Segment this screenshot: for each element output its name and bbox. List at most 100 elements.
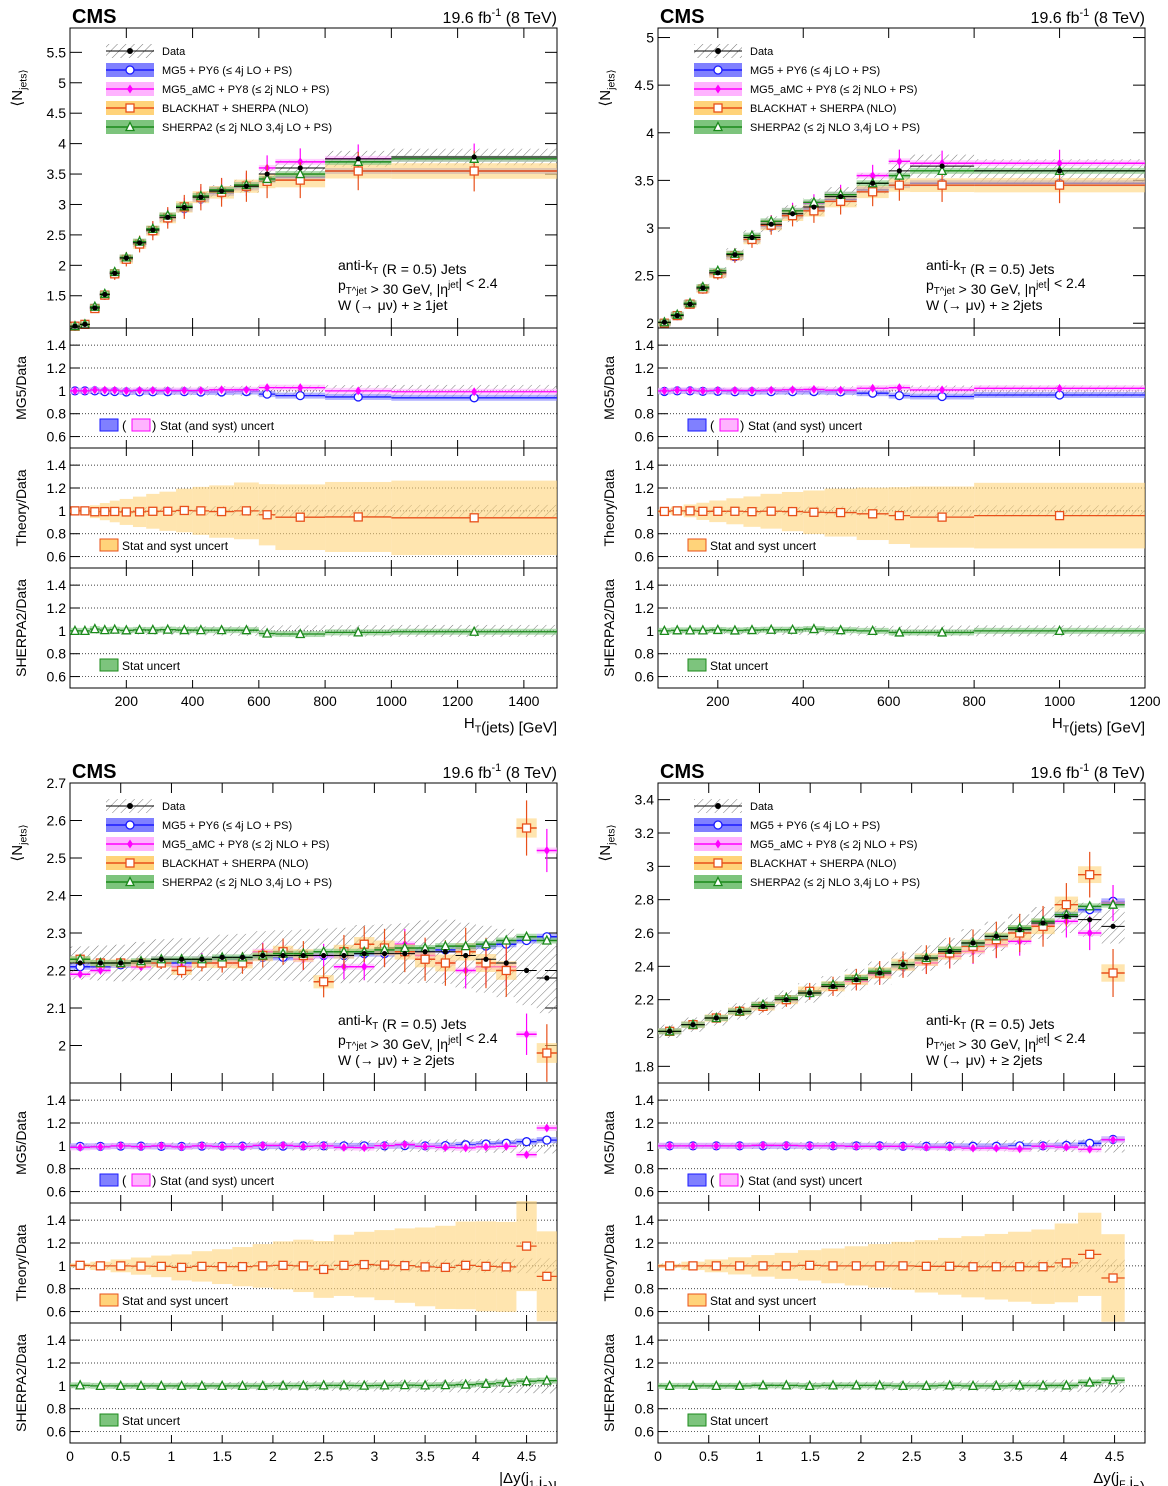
legend-label: SHERPA2 (≤ 2j NLO 3,4j LO + PS) [750, 877, 920, 889]
y-tick-label: 5.5 [47, 44, 67, 60]
ratio-tick-label: 0.8 [635, 1401, 655, 1417]
bh-ratio-marker [1038, 1262, 1048, 1272]
data-point [503, 960, 509, 966]
ratio-tick-label: 1.4 [47, 457, 67, 473]
data-point [280, 952, 286, 959]
data-point [463, 952, 469, 959]
amc-ratio-marker [355, 386, 362, 396]
data-point [112, 270, 118, 276]
sh-ratio-marker [379, 1379, 390, 1390]
x-tick-label: 0 [654, 1448, 662, 1464]
amc-ratio-marker [853, 1141, 860, 1151]
legend-marker [124, 121, 136, 132]
sh-ratio-marker [134, 623, 145, 635]
sh-ratio-marker [217, 1379, 228, 1391]
data-point [783, 997, 789, 1003]
ratio-y-label: MG5/Data [601, 356, 617, 420]
sh-marker [1084, 900, 1095, 911]
sh-ratio-marker [664, 1379, 675, 1391]
sh-ratio-marker [835, 624, 846, 635]
bh-ratio-marker [461, 1260, 471, 1270]
ratio-tick-label: 1 [646, 1138, 654, 1154]
bh-ratio-marker [134, 507, 145, 517]
bh-marker [440, 958, 451, 968]
annotation-line: pT^jet > 30 GeV, |ηjet| < 2.4 [926, 275, 1086, 297]
legend-marker [125, 820, 135, 830]
bh-ratio-marker [809, 507, 819, 517]
mg5-ratio-marker [295, 390, 305, 401]
bh-ratio-marker [481, 1261, 491, 1272]
ratio-y-label: Theory/Data [601, 469, 617, 546]
x-tick-label: 2 [269, 1448, 277, 1464]
ratio-tick-label: 1 [58, 1138, 66, 1154]
annotation-line: W (→ μν) + ≥ 2jets [926, 1052, 1042, 1068]
ratio-tick-label: 0.6 [635, 1424, 655, 1440]
sh-ratio-marker [851, 1379, 862, 1390]
bh-marker [1061, 900, 1072, 910]
sh-ratio-marker [115, 1379, 126, 1391]
ratio-tick-label: 1.2 [47, 1115, 67, 1131]
sh-ratio-marker [501, 1376, 512, 1387]
sh-ratio-marker [196, 1379, 207, 1391]
amc-ratio-marker [876, 1141, 883, 1151]
legend-entry: MG5_aMC + PY8 (≤ 2j NLO + PS) [106, 837, 329, 851]
ratio-legend-swatch [131, 1173, 151, 1187]
y-tick-label: 2.5 [635, 268, 655, 284]
sh-ratio-marker [440, 1379, 451, 1390]
amc-ratio-marker [731, 385, 738, 395]
amc-ratio-marker [197, 385, 204, 395]
sh-marker [295, 168, 306, 179]
sh-ratio-marker [937, 626, 948, 637]
ratio-legend-label: Stat and syst uncert [122, 1294, 229, 1308]
data-point [239, 954, 246, 960]
bh-ratio-marker [217, 1261, 227, 1272]
amc-ratio-marker [896, 383, 903, 393]
sh-ratio-marker [147, 624, 158, 635]
x-tick-label: 1 [756, 1448, 764, 1464]
sh-ratio-marker [195, 624, 206, 635]
ratio-legend-swatch [99, 658, 119, 672]
ratio-tick-label: 0.8 [635, 526, 655, 542]
y-tick-label: 2 [58, 257, 66, 273]
data-point [544, 975, 550, 981]
x-tick-label: 600 [247, 693, 271, 709]
amc-marker [869, 171, 876, 181]
legend-label: MG5_aMC + PY8 (≤ 2j NLO + PS) [162, 84, 329, 96]
ratio-legend-label: Stat (and syst) uncert [160, 1174, 275, 1188]
amc-ratio-marker [239, 1142, 246, 1152]
x-tick-label: 800 [962, 693, 986, 709]
ratio-tick-label: 1.2 [635, 360, 655, 376]
sh-marker [521, 930, 532, 941]
y-tick-label: 3 [646, 220, 654, 236]
x-axis-label: HT(jets) [GeV] [464, 715, 557, 737]
amc-marker [361, 962, 368, 972]
sh-ratio-marker [734, 1379, 745, 1391]
bh-marker [176, 965, 187, 976]
ratio-y-label: Theory/Data [13, 1224, 29, 1301]
bh-ratio-marker [110, 506, 120, 517]
legend-marker [127, 84, 133, 94]
ratio-legend-label: Stat and syst uncert [710, 1294, 817, 1308]
ratio-legend-swatch [99, 538, 119, 552]
annotation-line: pT^jet > 30 GeV, |ηjet| < 2.4 [338, 1030, 498, 1052]
amc-ratio-marker [149, 385, 156, 395]
amc-ratio-marker [91, 385, 98, 395]
amc-ratio-marker [243, 385, 250, 395]
amc-ratio-marker [768, 385, 775, 395]
bh-ratio-marker [735, 1261, 745, 1271]
bh-ratio-marker [730, 506, 740, 516]
y-tick-label: 2 [646, 315, 654, 331]
data-point [923, 955, 929, 961]
lumi-label: 19.6 fb-1 (8 TeV) [1031, 762, 1145, 782]
amc-ratio-marker [837, 385, 844, 395]
amc-ratio-marker [1016, 1144, 1023, 1154]
legend-label: SHERPA2 (≤ 2j NLO 3,4j LO + PS) [162, 877, 332, 889]
bh-ratio-marker [501, 1262, 511, 1272]
bh-ratio-marker [216, 506, 227, 517]
ratio-tick-label: 1.4 [47, 337, 67, 353]
bh-ratio-marker [1054, 510, 1065, 521]
ratio-tick-label: 1.2 [635, 1355, 655, 1371]
x-tick-label: 4 [1060, 1448, 1068, 1464]
data-point [789, 211, 796, 217]
